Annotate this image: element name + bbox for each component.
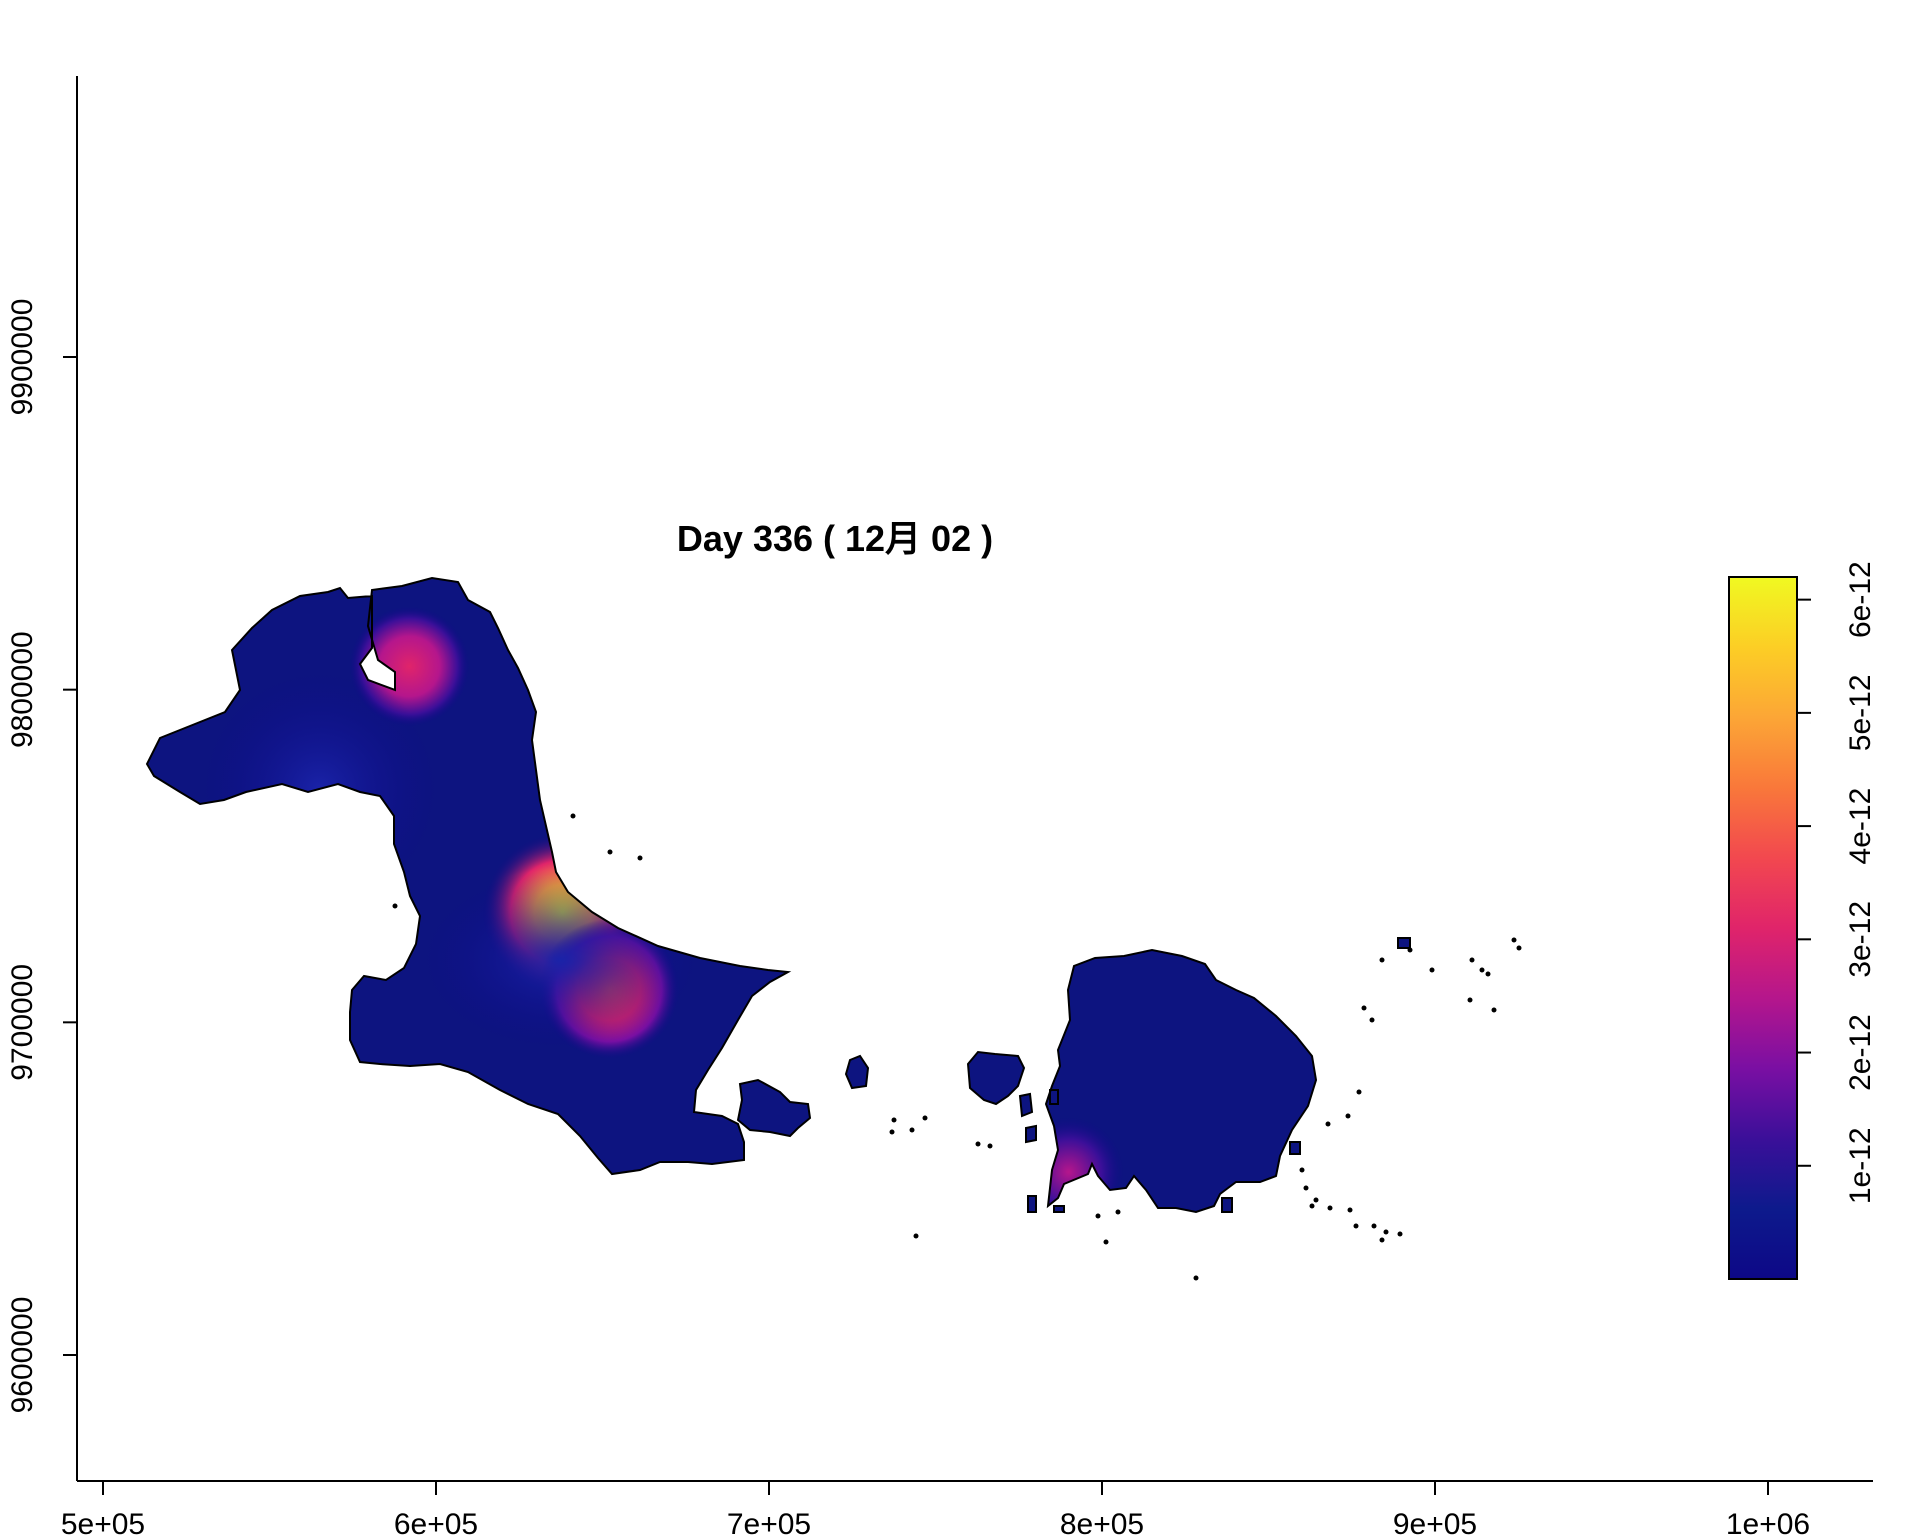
islet-dot xyxy=(891,1117,897,1123)
y-tick-label: 9800000 xyxy=(6,631,39,748)
legend-tick-label: 4e-12 xyxy=(1844,788,1877,865)
legend-tick-label: 3e-12 xyxy=(1844,901,1877,978)
islet-dot xyxy=(909,1127,915,1133)
islet-9-outline xyxy=(1221,1197,1233,1213)
chart-title: Day 336 ( 12月 02 ) xyxy=(677,518,993,559)
islet-7 xyxy=(1398,938,1410,948)
legend-tick-label: 2e-12 xyxy=(1844,1014,1877,1091)
legend-colorbar xyxy=(1728,576,1798,1280)
y-tick-label: 9700000 xyxy=(6,964,39,1081)
islet-dot xyxy=(889,1129,895,1135)
islet-dot xyxy=(1103,1239,1109,1245)
islet-dot xyxy=(1347,1207,1353,1213)
island-main-outline xyxy=(145,576,792,1176)
y-tick-label: 9600000 xyxy=(6,1297,39,1414)
islet-8-outline xyxy=(1289,1141,1301,1155)
islet-9 xyxy=(1222,1198,1232,1212)
islet-dot xyxy=(1327,1205,1333,1211)
x-tick-label: 5e+05 xyxy=(61,1508,145,1536)
x-tick-label: 8e+05 xyxy=(1060,1508,1144,1536)
islet-6 xyxy=(1054,1206,1064,1212)
islet-dot xyxy=(1193,1275,1199,1281)
color-legend: 1e-12 2e-12 3e-12 4e-12 5e-12 6e-12 xyxy=(1728,561,1877,1280)
islet-dot xyxy=(922,1115,928,1121)
islet-dot xyxy=(1491,1007,1497,1013)
islet-1 xyxy=(846,1056,868,1088)
islet-dot xyxy=(1397,1231,1403,1237)
islet-dot xyxy=(1469,957,1475,963)
islet-dot xyxy=(637,855,643,861)
x-tick-label: 6e+05 xyxy=(394,1508,478,1536)
island-small-2-outline xyxy=(966,1050,1026,1106)
islet-dot xyxy=(570,813,576,819)
islet-dot xyxy=(392,903,398,909)
islet-dot xyxy=(1371,1223,1377,1229)
island-east-outline xyxy=(1044,948,1318,1214)
islet-dot xyxy=(1313,1197,1319,1203)
islet-4-outline xyxy=(1049,1089,1059,1105)
islet-dot xyxy=(913,1233,919,1239)
islet-5-outline xyxy=(1027,1195,1037,1213)
islet-dot xyxy=(1325,1121,1331,1127)
islet-dot xyxy=(1369,1017,1375,1023)
islet-dot xyxy=(1479,967,1485,973)
legend-tick-label: 6e-12 xyxy=(1844,561,1877,638)
islet-dot xyxy=(987,1143,993,1149)
islet-dot xyxy=(1309,1203,1315,1209)
legend-tick-label: 5e-12 xyxy=(1844,675,1877,752)
islet-dot xyxy=(1303,1185,1309,1191)
island-small-1-outline xyxy=(736,1078,812,1138)
islet-dot xyxy=(1299,1167,1305,1173)
x-tick-label: 7e+05 xyxy=(727,1508,811,1536)
islet-dot xyxy=(607,849,613,855)
x-tick-label: 1e+06 xyxy=(1726,1508,1810,1536)
islet-6-outline xyxy=(1053,1205,1065,1213)
islet-5 xyxy=(1028,1196,1036,1212)
islet-dot xyxy=(1353,1223,1359,1229)
islet-3 xyxy=(1026,1126,1036,1142)
islet-dot xyxy=(1095,1213,1101,1219)
islet-dot xyxy=(975,1141,981,1147)
islet-1-outline xyxy=(844,1054,870,1090)
islet-dot xyxy=(1115,1209,1121,1215)
islet-2 xyxy=(1020,1094,1032,1116)
y-tick-label: 9900000 xyxy=(6,299,39,416)
islet-8 xyxy=(1290,1142,1300,1154)
islet-dot xyxy=(1511,937,1517,943)
islet-dot xyxy=(1516,945,1522,951)
islet-dot xyxy=(1379,957,1385,963)
islet-dot xyxy=(1467,997,1473,1003)
islet-dot xyxy=(1345,1113,1351,1119)
axes: 5e+05 6e+05 7e+05 8e+05 9e+05 1e+06 9600000 970… xyxy=(6,76,1873,1536)
x-tick-label: 9e+05 xyxy=(1393,1508,1477,1536)
islet-dot xyxy=(1485,971,1491,977)
island-small-2 xyxy=(968,1052,1024,1104)
legend-tick-label: 1e-12 xyxy=(1844,1127,1877,1204)
islet-3-outline xyxy=(1025,1124,1037,1144)
islet-dot xyxy=(1407,947,1413,953)
density-band xyxy=(420,870,700,1050)
coastline-layer xyxy=(145,576,1522,1281)
islet-dot xyxy=(1361,1005,1367,1011)
islet-2-outline xyxy=(1018,1092,1034,1118)
islet-dot xyxy=(1356,1089,1362,1095)
islet-dot xyxy=(1429,967,1435,973)
islet-dot xyxy=(1379,1237,1385,1243)
islet-4 xyxy=(1050,1090,1058,1104)
island-small-1 xyxy=(738,1080,810,1136)
islet-dot xyxy=(1383,1229,1389,1235)
